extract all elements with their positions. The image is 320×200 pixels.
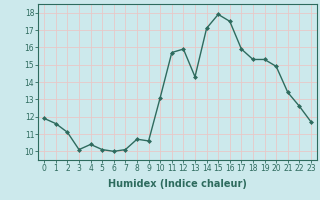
X-axis label: Humidex (Indice chaleur): Humidex (Indice chaleur) xyxy=(108,179,247,189)
